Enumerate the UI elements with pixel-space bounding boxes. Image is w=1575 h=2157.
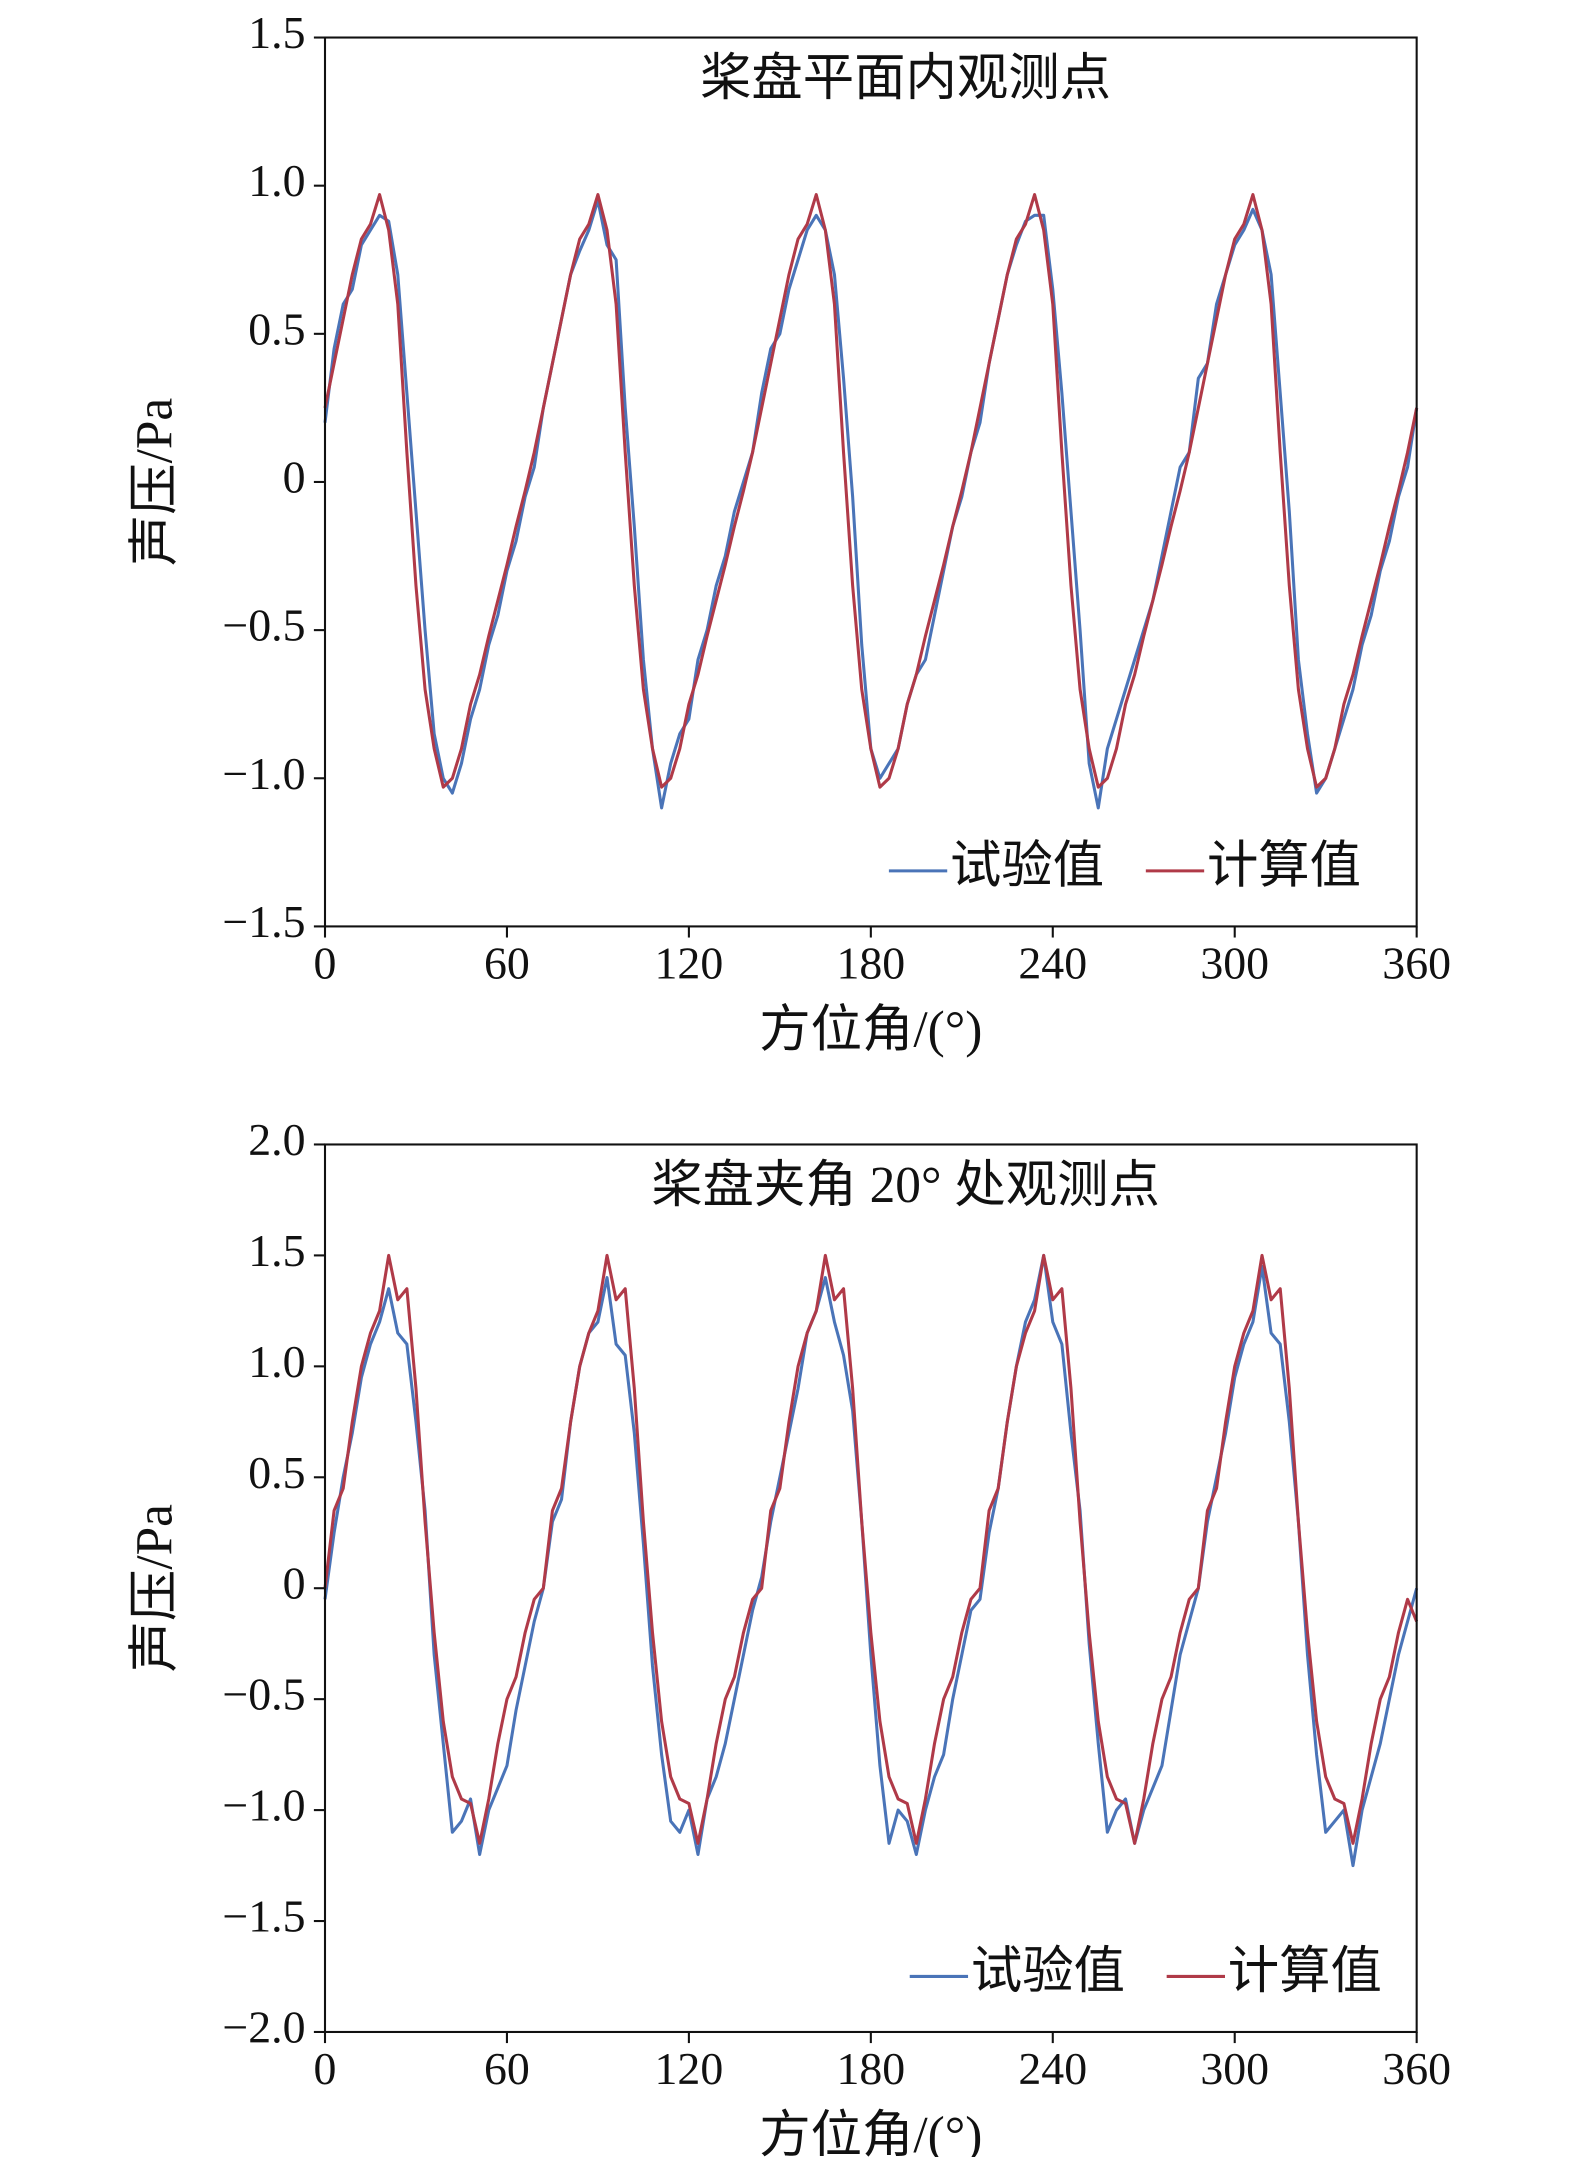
legend-label: 计算值 bbox=[1207, 838, 1361, 895]
y-tick-label: −1.5 bbox=[222, 1891, 305, 1942]
x-tick-label: 300 bbox=[1200, 2043, 1269, 2094]
y-tick-label: 1.5 bbox=[248, 1225, 305, 1276]
y-tick-label: 1.0 bbox=[248, 1336, 305, 1387]
x-tick-label: 60 bbox=[484, 2043, 530, 2094]
legend-label: 试验值 bbox=[971, 1943, 1125, 2000]
x-tick-label: 60 bbox=[484, 938, 530, 989]
x-tick-label: 0 bbox=[314, 2043, 337, 2094]
x-tick-label: 360 bbox=[1382, 938, 1451, 989]
y-tick-label: −0.5 bbox=[222, 1669, 305, 1720]
y-tick-label: 1.0 bbox=[248, 155, 305, 206]
x-tick-label: 300 bbox=[1200, 938, 1269, 989]
y-tick-label: 0 bbox=[283, 1558, 306, 1609]
y-axis-label: 声压/Pa bbox=[127, 398, 184, 567]
chart-title: 桨盘夹角 20° 处观测点 bbox=[651, 1157, 1160, 1214]
y-tick-label: 0.5 bbox=[248, 1447, 305, 1498]
x-tick-label: 180 bbox=[836, 2043, 905, 2094]
y-tick-label: 0 bbox=[283, 451, 306, 502]
x-tick-label: 360 bbox=[1382, 2043, 1451, 2094]
chart-title: 桨盘平面内观测点 bbox=[700, 50, 1111, 107]
legend-label: 试验值 bbox=[950, 838, 1104, 895]
plot-frame bbox=[323, 36, 1418, 928]
y-tick-label: 1.5 bbox=[248, 7, 305, 58]
y-tick-label: −2.0 bbox=[222, 2001, 305, 2052]
y-tick-label: −0.5 bbox=[222, 600, 305, 651]
x-axis-label: 方位角/(°) bbox=[759, 2107, 982, 2157]
x-tick-label: 240 bbox=[1018, 2043, 1087, 2094]
y-tick-label: −1.0 bbox=[222, 1780, 305, 1831]
data-line bbox=[323, 1253, 1419, 1868]
y-axis-label: 声压/Pa bbox=[127, 1504, 184, 1673]
data-line bbox=[323, 198, 1419, 810]
legend-label: 计算值 bbox=[1228, 1943, 1382, 2000]
x-tick-label: 240 bbox=[1018, 938, 1087, 989]
y-tick-label: −1.0 bbox=[222, 748, 305, 799]
data-line bbox=[323, 193, 1419, 789]
x-tick-label: 180 bbox=[836, 938, 905, 989]
y-tick-label: 0.5 bbox=[248, 303, 305, 354]
x-tick-label: 120 bbox=[655, 938, 724, 989]
y-tick-label: 2.0 bbox=[248, 1114, 305, 1165]
x-tick-label: 120 bbox=[655, 2043, 724, 2094]
y-tick-label: −1.5 bbox=[222, 896, 305, 947]
x-axis-label: 方位角/(°) bbox=[759, 1002, 982, 1059]
data-line bbox=[323, 1253, 1419, 1845]
x-tick-label: 0 bbox=[314, 938, 337, 989]
plot-frame bbox=[323, 1143, 1418, 2034]
